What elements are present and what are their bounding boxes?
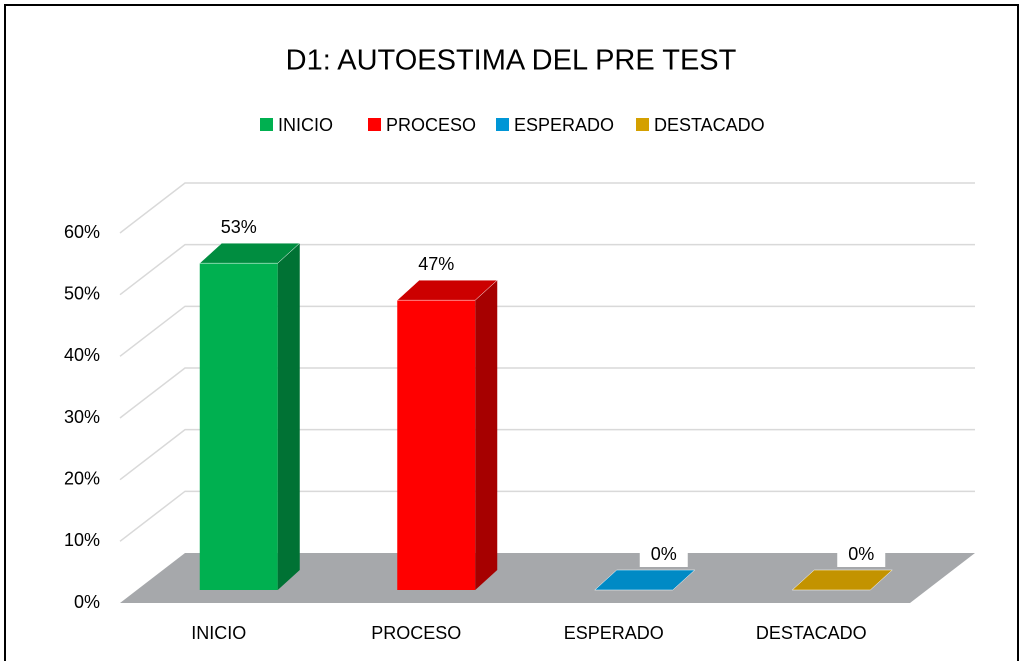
bar-top	[594, 569, 696, 591]
value-label: 47%	[418, 254, 454, 274]
y-tick-label: 50%	[64, 283, 100, 303]
grid-line	[119, 367, 975, 419]
grid-line	[119, 428, 975, 481]
legend-label: ESPERADO	[514, 115, 614, 135]
bar-top	[791, 569, 893, 591]
y-tick-label: 20%	[64, 468, 100, 488]
bar-front	[397, 300, 476, 590]
bar-top	[199, 242, 301, 264]
grid-line	[119, 243, 975, 296]
x-tick-label: INICIO	[191, 623, 246, 643]
y-tick-label: 40%	[64, 345, 100, 365]
chart-border	[4, 4, 1019, 661]
x-tick-label: DESTACADO	[756, 623, 867, 643]
y-tick-label: 60%	[64, 222, 100, 242]
legend-swatch	[260, 118, 273, 131]
value-label: 0%	[848, 544, 874, 564]
x-tick-label: ESPERADO	[564, 623, 664, 643]
value-label-bg	[214, 216, 263, 241]
floor	[120, 553, 975, 603]
bar-front	[199, 263, 278, 590]
bar-side	[475, 280, 498, 590]
value-label: 0%	[651, 544, 677, 564]
value-label: 53%	[221, 217, 257, 237]
bar-side	[277, 243, 300, 590]
y-tick-label: 30%	[64, 407, 100, 427]
legend-swatch	[636, 118, 649, 131]
grid-line	[119, 490, 975, 542]
legend-label: DESTACADO	[654, 115, 765, 135]
value-label-bg	[412, 253, 461, 278]
grid-line	[119, 182, 975, 234]
bar-top	[396, 279, 498, 301]
x-tick-label: PROCESO	[371, 623, 461, 643]
legend-label: INICIO	[278, 115, 333, 135]
y-tick-label: 10%	[64, 530, 100, 550]
value-label-bg	[837, 543, 886, 567]
y-tick-label: 0%	[74, 592, 100, 612]
legend-swatch	[496, 118, 509, 131]
legend-swatch	[368, 118, 381, 131]
grid-line	[119, 305, 975, 357]
value-label-bg	[639, 543, 688, 567]
legend-label: PROCESO	[386, 115, 476, 135]
chart-title: D1: AUTOESTIMA DEL PRE TEST	[286, 45, 737, 77]
